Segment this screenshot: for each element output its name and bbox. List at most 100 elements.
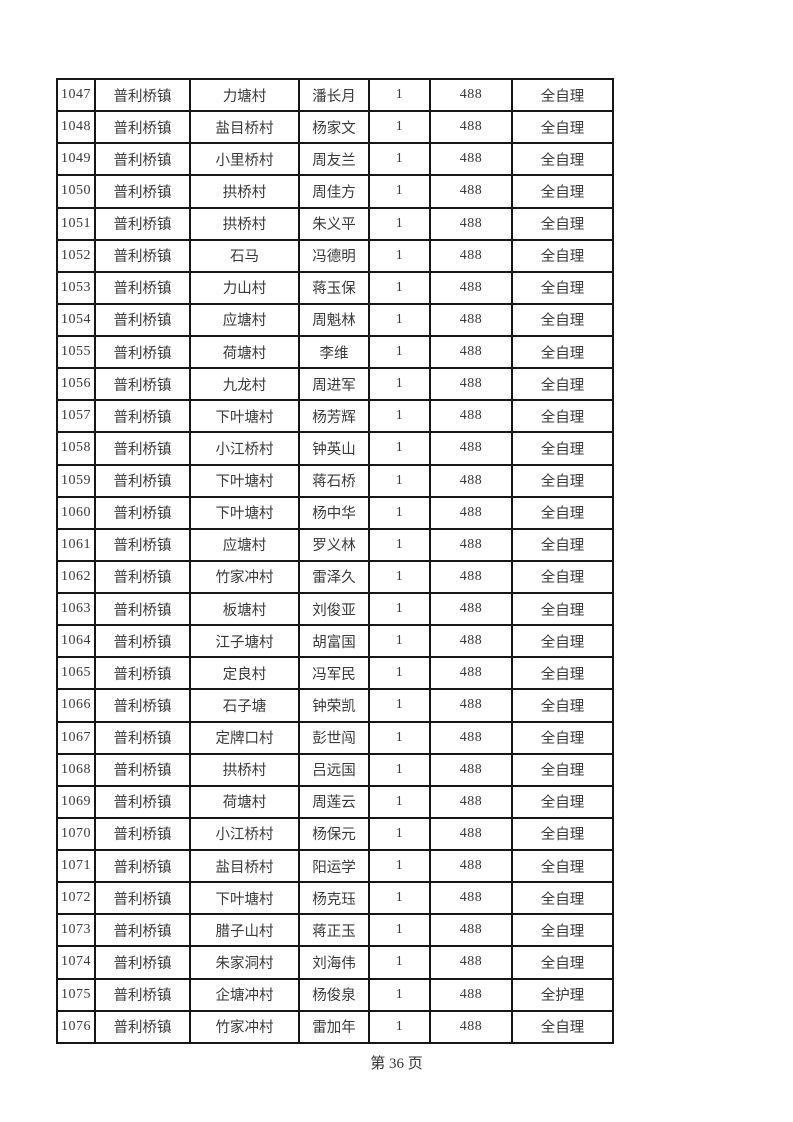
cell-care-level: 全自理 xyxy=(511,881,614,916)
cell-care-level: 全自理 xyxy=(511,624,614,659)
cell-count: 1 xyxy=(368,559,431,595)
cell-count: 1 xyxy=(368,784,431,819)
table-row: 1054 普利桥镇 应塘村 周魁林 1 488 全自理 xyxy=(56,302,614,338)
cell-name: 周佳方 xyxy=(298,174,370,209)
cell-amount: 488 xyxy=(429,270,513,305)
table-row: 1072 普利桥镇 下叶塘村 杨克珏 1 488 全自理 xyxy=(56,881,614,916)
cell-name: 杨保元 xyxy=(298,816,370,852)
cell-care-level: 全自理 xyxy=(511,656,614,691)
cell-amount: 488 xyxy=(429,495,513,530)
table-row: 1064 普利桥镇 江子塘村 胡富国 1 488 全自理 xyxy=(56,624,614,659)
cell-seq: 1068 xyxy=(56,752,96,787)
cell-count: 1 xyxy=(368,624,431,659)
cell-amount: 488 xyxy=(429,527,513,562)
cell-count: 1 xyxy=(368,463,431,498)
cell-amount: 488 xyxy=(429,142,513,177)
cell-village: 小江桥村 xyxy=(189,816,300,852)
cell-name: 周魁林 xyxy=(298,302,370,338)
cell-seq: 1073 xyxy=(56,913,96,948)
cell-town: 普利桥镇 xyxy=(94,174,191,209)
table-row: 1060 普利桥镇 下叶塘村 杨中华 1 488 全自理 xyxy=(56,495,614,530)
table-row: 1050 普利桥镇 拱桥村 周佳方 1 488 全自理 xyxy=(56,174,614,209)
table-body: 1047 普利桥镇 力塘村 潘长月 1 488 全自理 1048 普利桥镇 盐目桥村 杨家文 1 488… xyxy=(56,77,614,1045)
cell-town: 普利桥镇 xyxy=(94,559,191,595)
cell-seq: 1074 xyxy=(56,945,96,980)
cell-care-level: 全自理 xyxy=(511,559,614,595)
cell-amount: 488 xyxy=(429,174,513,209)
cell-seq: 1048 xyxy=(56,110,96,145)
cell-count: 1 xyxy=(368,495,431,530)
cell-count: 1 xyxy=(368,334,431,370)
cell-care-level: 全自理 xyxy=(511,784,614,819)
cell-count: 1 xyxy=(368,913,431,948)
cell-care-level: 全自理 xyxy=(511,913,614,948)
cell-village: 力山村 xyxy=(189,270,300,305)
cell-count: 1 xyxy=(368,591,431,627)
cell-seq: 1050 xyxy=(56,174,96,209)
cell-amount: 488 xyxy=(429,591,513,627)
table-row: 1062 普利桥镇 竹家冲村 雷泽久 1 488 全自理 xyxy=(56,559,614,595)
cell-name: 蒋玉保 xyxy=(298,270,370,305)
cell-seq: 1059 xyxy=(56,463,96,498)
table-row: 1074 普利桥镇 朱家洞村 刘海伟 1 488 全自理 xyxy=(56,945,614,980)
cell-amount: 488 xyxy=(429,752,513,787)
cell-care-level: 全自理 xyxy=(511,752,614,787)
cell-village: 应塘村 xyxy=(189,302,300,338)
cell-amount: 488 xyxy=(429,881,513,916)
cell-village: 石马 xyxy=(189,238,300,273)
cell-seq: 1069 xyxy=(56,784,96,819)
cell-village: 定牌口村 xyxy=(189,720,300,755)
cell-seq: 1054 xyxy=(56,302,96,338)
cell-name: 刘俊亚 xyxy=(298,591,370,627)
cell-name: 雷加年 xyxy=(298,1009,370,1045)
cell-amount: 488 xyxy=(429,1009,513,1045)
cell-town: 普利桥镇 xyxy=(94,591,191,627)
cell-name: 李维 xyxy=(298,334,370,370)
cell-amount: 488 xyxy=(429,367,513,402)
cell-count: 1 xyxy=(368,110,431,145)
cell-seq: 1062 xyxy=(56,559,96,595)
cell-seq: 1064 xyxy=(56,624,96,659)
cell-amount: 488 xyxy=(429,977,513,1012)
beneficiary-table: 1047 普利桥镇 力塘村 潘长月 1 488 全自理 1048 普利桥镇 盐目桥村 杨家文 1 488… xyxy=(56,77,614,1045)
cell-seq: 1072 xyxy=(56,881,96,916)
cell-count: 1 xyxy=(368,945,431,980)
cell-seq: 1060 xyxy=(56,495,96,530)
cell-seq: 1061 xyxy=(56,527,96,562)
cell-amount: 488 xyxy=(429,945,513,980)
cell-care-level: 全自理 xyxy=(511,367,614,402)
cell-village: 拱桥村 xyxy=(189,206,300,241)
table-row: 1047 普利桥镇 力塘村 潘长月 1 488 全自理 xyxy=(56,77,614,113)
cell-town: 普利桥镇 xyxy=(94,945,191,980)
cell-village: 下叶塘村 xyxy=(189,399,300,434)
cell-count: 1 xyxy=(368,77,431,113)
table-row: 1058 普利桥镇 小江桥村 钟英山 1 488 全自理 xyxy=(56,431,614,466)
table-row: 1069 普利桥镇 荷塘村 周莲云 1 488 全自理 xyxy=(56,784,614,819)
table-row: 1056 普利桥镇 九龙村 周进军 1 488 全自理 xyxy=(56,367,614,402)
cell-care-level: 全自理 xyxy=(511,463,614,498)
cell-amount: 488 xyxy=(429,431,513,466)
table-row: 1073 普利桥镇 腊子山村 蒋正玉 1 488 全自理 xyxy=(56,913,614,948)
cell-amount: 488 xyxy=(429,399,513,434)
cell-amount: 488 xyxy=(429,720,513,755)
cell-amount: 488 xyxy=(429,463,513,498)
cell-amount: 488 xyxy=(429,688,513,723)
cell-seq: 1070 xyxy=(56,816,96,852)
cell-name: 周友兰 xyxy=(298,142,370,177)
cell-care-level: 全自理 xyxy=(511,334,614,370)
cell-town: 普利桥镇 xyxy=(94,881,191,916)
cell-count: 1 xyxy=(368,431,431,466)
cell-village: 板塘村 xyxy=(189,591,300,627)
cell-count: 1 xyxy=(368,270,431,305)
cell-count: 1 xyxy=(368,527,431,562)
table-row: 1063 普利桥镇 板塘村 刘俊亚 1 488 全自理 xyxy=(56,591,614,627)
cell-name: 钟英山 xyxy=(298,431,370,466)
table-row: 1053 普利桥镇 力山村 蒋玉保 1 488 全自理 xyxy=(56,270,614,305)
cell-town: 普利桥镇 xyxy=(94,1009,191,1045)
cell-seq: 1063 xyxy=(56,591,96,627)
cell-village: 盐目桥村 xyxy=(189,110,300,145)
cell-town: 普利桥镇 xyxy=(94,816,191,852)
page-number: 第 36 页 xyxy=(370,1056,423,1072)
cell-name: 蒋石桥 xyxy=(298,463,370,498)
cell-town: 普利桥镇 xyxy=(94,463,191,498)
